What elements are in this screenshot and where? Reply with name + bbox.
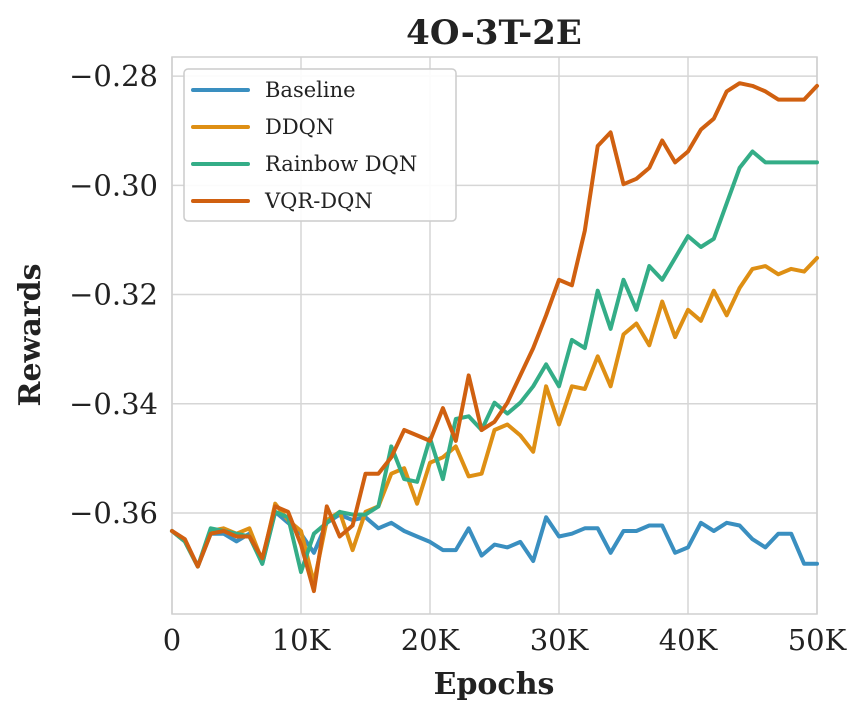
chart-title: 4O-3T-2E bbox=[406, 13, 582, 53]
legend-box bbox=[183, 68, 457, 222]
legend-label: DDQN bbox=[265, 115, 334, 139]
legend: Baseline DDQN Rainbow DQN VQR-DQN bbox=[183, 68, 457, 222]
x-tick-label: 50K bbox=[788, 623, 848, 657]
series-lines bbox=[170, 81, 819, 594]
x-tick-label: 20K bbox=[401, 623, 461, 657]
y-tick-label: −0.30 bbox=[69, 168, 158, 202]
tick-labels: 0 10K 20K 30K 40K 50K −0.36 −0.34 −0.32 −0.30 −0.2… bbox=[69, 59, 847, 657]
y-tick-label: −0.28 bbox=[69, 59, 158, 93]
y-tick-label: −0.32 bbox=[69, 278, 158, 312]
legend-label: VQR-DQN bbox=[264, 189, 373, 213]
series-line-vqr-dqn bbox=[170, 81, 819, 594]
legend-label: Rainbow DQN bbox=[265, 152, 417, 176]
x-tick-label: 0 bbox=[163, 623, 181, 657]
series-line-rainbow-dqn bbox=[170, 149, 819, 574]
x-tick-label: 40K bbox=[659, 623, 719, 657]
plot-area-frame bbox=[171, 56, 818, 615]
y-tick-label: −0.36 bbox=[69, 496, 158, 530]
x-tick-label: 10K bbox=[272, 623, 332, 657]
y-tick-label: −0.34 bbox=[69, 387, 158, 421]
legend-label: Baseline bbox=[265, 78, 356, 102]
x-axis-label: Epochs bbox=[434, 667, 555, 702]
x-tick-label: 30K bbox=[530, 623, 590, 657]
y-axis-label: Rewards bbox=[13, 264, 48, 407]
